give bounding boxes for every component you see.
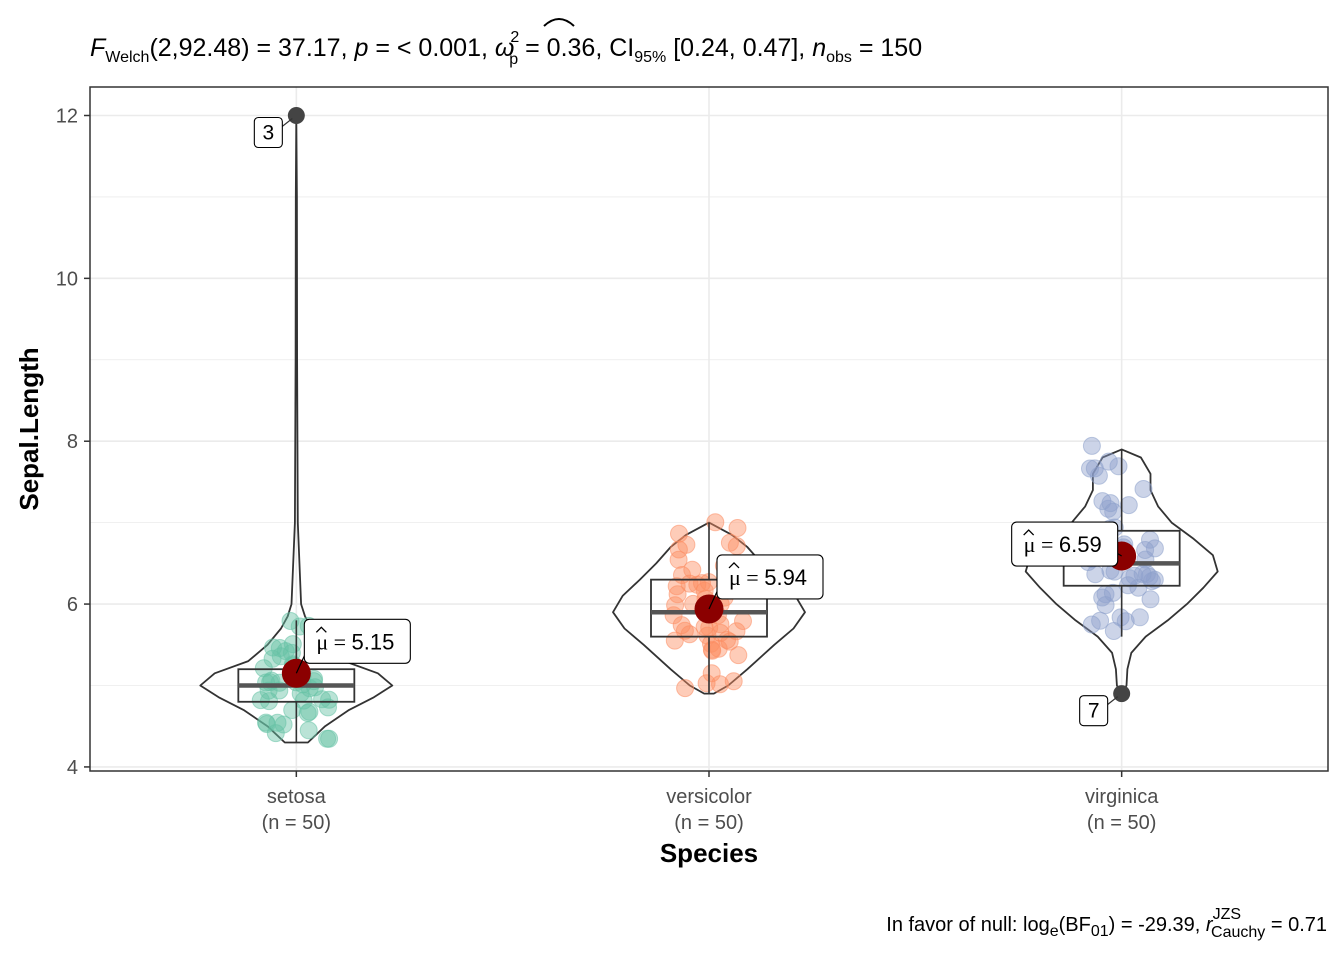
data-point xyxy=(1134,480,1153,498)
y-tick-label: 12 xyxy=(56,106,78,128)
data-point xyxy=(1119,496,1138,515)
axis-layer: 4 6 8 10 12 setosa (n = 50) versicolor (n = 50) v… xyxy=(56,106,1159,835)
data-point xyxy=(300,702,319,721)
mu-hat-mark xyxy=(728,562,740,569)
y-tick-label: 10 xyxy=(56,268,78,290)
data-point xyxy=(728,519,747,537)
data-point xyxy=(1109,457,1128,476)
data-point xyxy=(1099,452,1118,471)
data-point xyxy=(270,639,289,657)
data-point xyxy=(697,674,716,693)
mean-label-box xyxy=(1011,521,1119,567)
mean-label: μ = 6.59 xyxy=(1024,532,1102,557)
x-tick-label: setosa xyxy=(267,786,327,808)
outlier-label: 3 xyxy=(262,122,274,145)
x-tick-label: virginica xyxy=(1085,786,1159,808)
data-point xyxy=(724,672,743,691)
outlier-point xyxy=(1113,685,1131,703)
data-point xyxy=(1086,565,1105,584)
outlier-point xyxy=(287,107,305,124)
data-point xyxy=(1103,583,1122,602)
mu-hat-mark xyxy=(315,626,327,633)
data-point xyxy=(683,560,702,579)
violin-versicolor xyxy=(612,521,806,695)
data-point xyxy=(729,646,748,665)
chart-caption: In favor of null: loge(BF01) = -29.39, r… xyxy=(886,906,1327,941)
x-tick-label: versicolor xyxy=(666,786,752,808)
data-point xyxy=(313,690,332,709)
data-point xyxy=(672,616,691,635)
mean-label-box xyxy=(303,618,411,664)
data-point xyxy=(281,612,300,630)
mu-hat-mark xyxy=(1023,529,1035,536)
data-point xyxy=(1082,436,1101,455)
data-point xyxy=(676,679,695,698)
data-point xyxy=(670,524,688,543)
data-point xyxy=(727,622,746,641)
data-point xyxy=(667,577,686,596)
data-point xyxy=(1136,541,1155,559)
data-point xyxy=(727,537,746,556)
outlier-label: 7 xyxy=(1088,700,1100,723)
violin-setosa xyxy=(199,114,394,744)
data-point xyxy=(1104,502,1123,521)
point-layer xyxy=(251,436,1164,748)
x-tick-count-label: (n = 50) xyxy=(1087,812,1156,834)
data-point xyxy=(257,715,276,733)
data-point xyxy=(320,690,339,709)
omega-hat-mark xyxy=(543,18,575,27)
y-tick-label: 8 xyxy=(67,431,78,453)
outlier-label-box xyxy=(253,116,283,149)
data-point xyxy=(703,641,722,660)
mean-label-box xyxy=(716,554,824,600)
data-point xyxy=(1130,608,1149,627)
data-point xyxy=(266,724,285,743)
data-point xyxy=(1141,590,1160,609)
data-point xyxy=(251,691,270,710)
mean-label: μ = 5.94 xyxy=(729,565,807,590)
y-tick-label: 6 xyxy=(67,594,78,616)
data-point xyxy=(254,659,273,678)
mean-label: μ = 5.15 xyxy=(316,629,394,654)
x-axis-title: Species xyxy=(660,838,758,868)
x-tick-count-label: (n = 50) xyxy=(674,812,743,834)
data-point xyxy=(1081,459,1099,478)
data-point xyxy=(1120,569,1139,588)
data-point xyxy=(711,675,729,694)
data-point xyxy=(677,535,696,554)
chart-subtitle: FWelch(2,92.48) = 37.17, p = < 0.001, ω2… xyxy=(90,29,922,68)
x-tick-count-label: (n = 50) xyxy=(262,812,331,834)
mean-layer: 3 μ = 5.15 μ = 5.94 7 μ = 6.59 xyxy=(253,107,1137,727)
data-point xyxy=(669,550,688,569)
data-point xyxy=(299,721,318,740)
y-axis-title: Sepal.Length xyxy=(14,347,44,510)
data-point xyxy=(1082,615,1101,634)
data-point xyxy=(706,513,725,532)
y-tick-label: 4 xyxy=(67,757,78,779)
outlier-label-box xyxy=(1079,695,1109,727)
data-point xyxy=(675,621,694,640)
data-point xyxy=(318,729,337,748)
